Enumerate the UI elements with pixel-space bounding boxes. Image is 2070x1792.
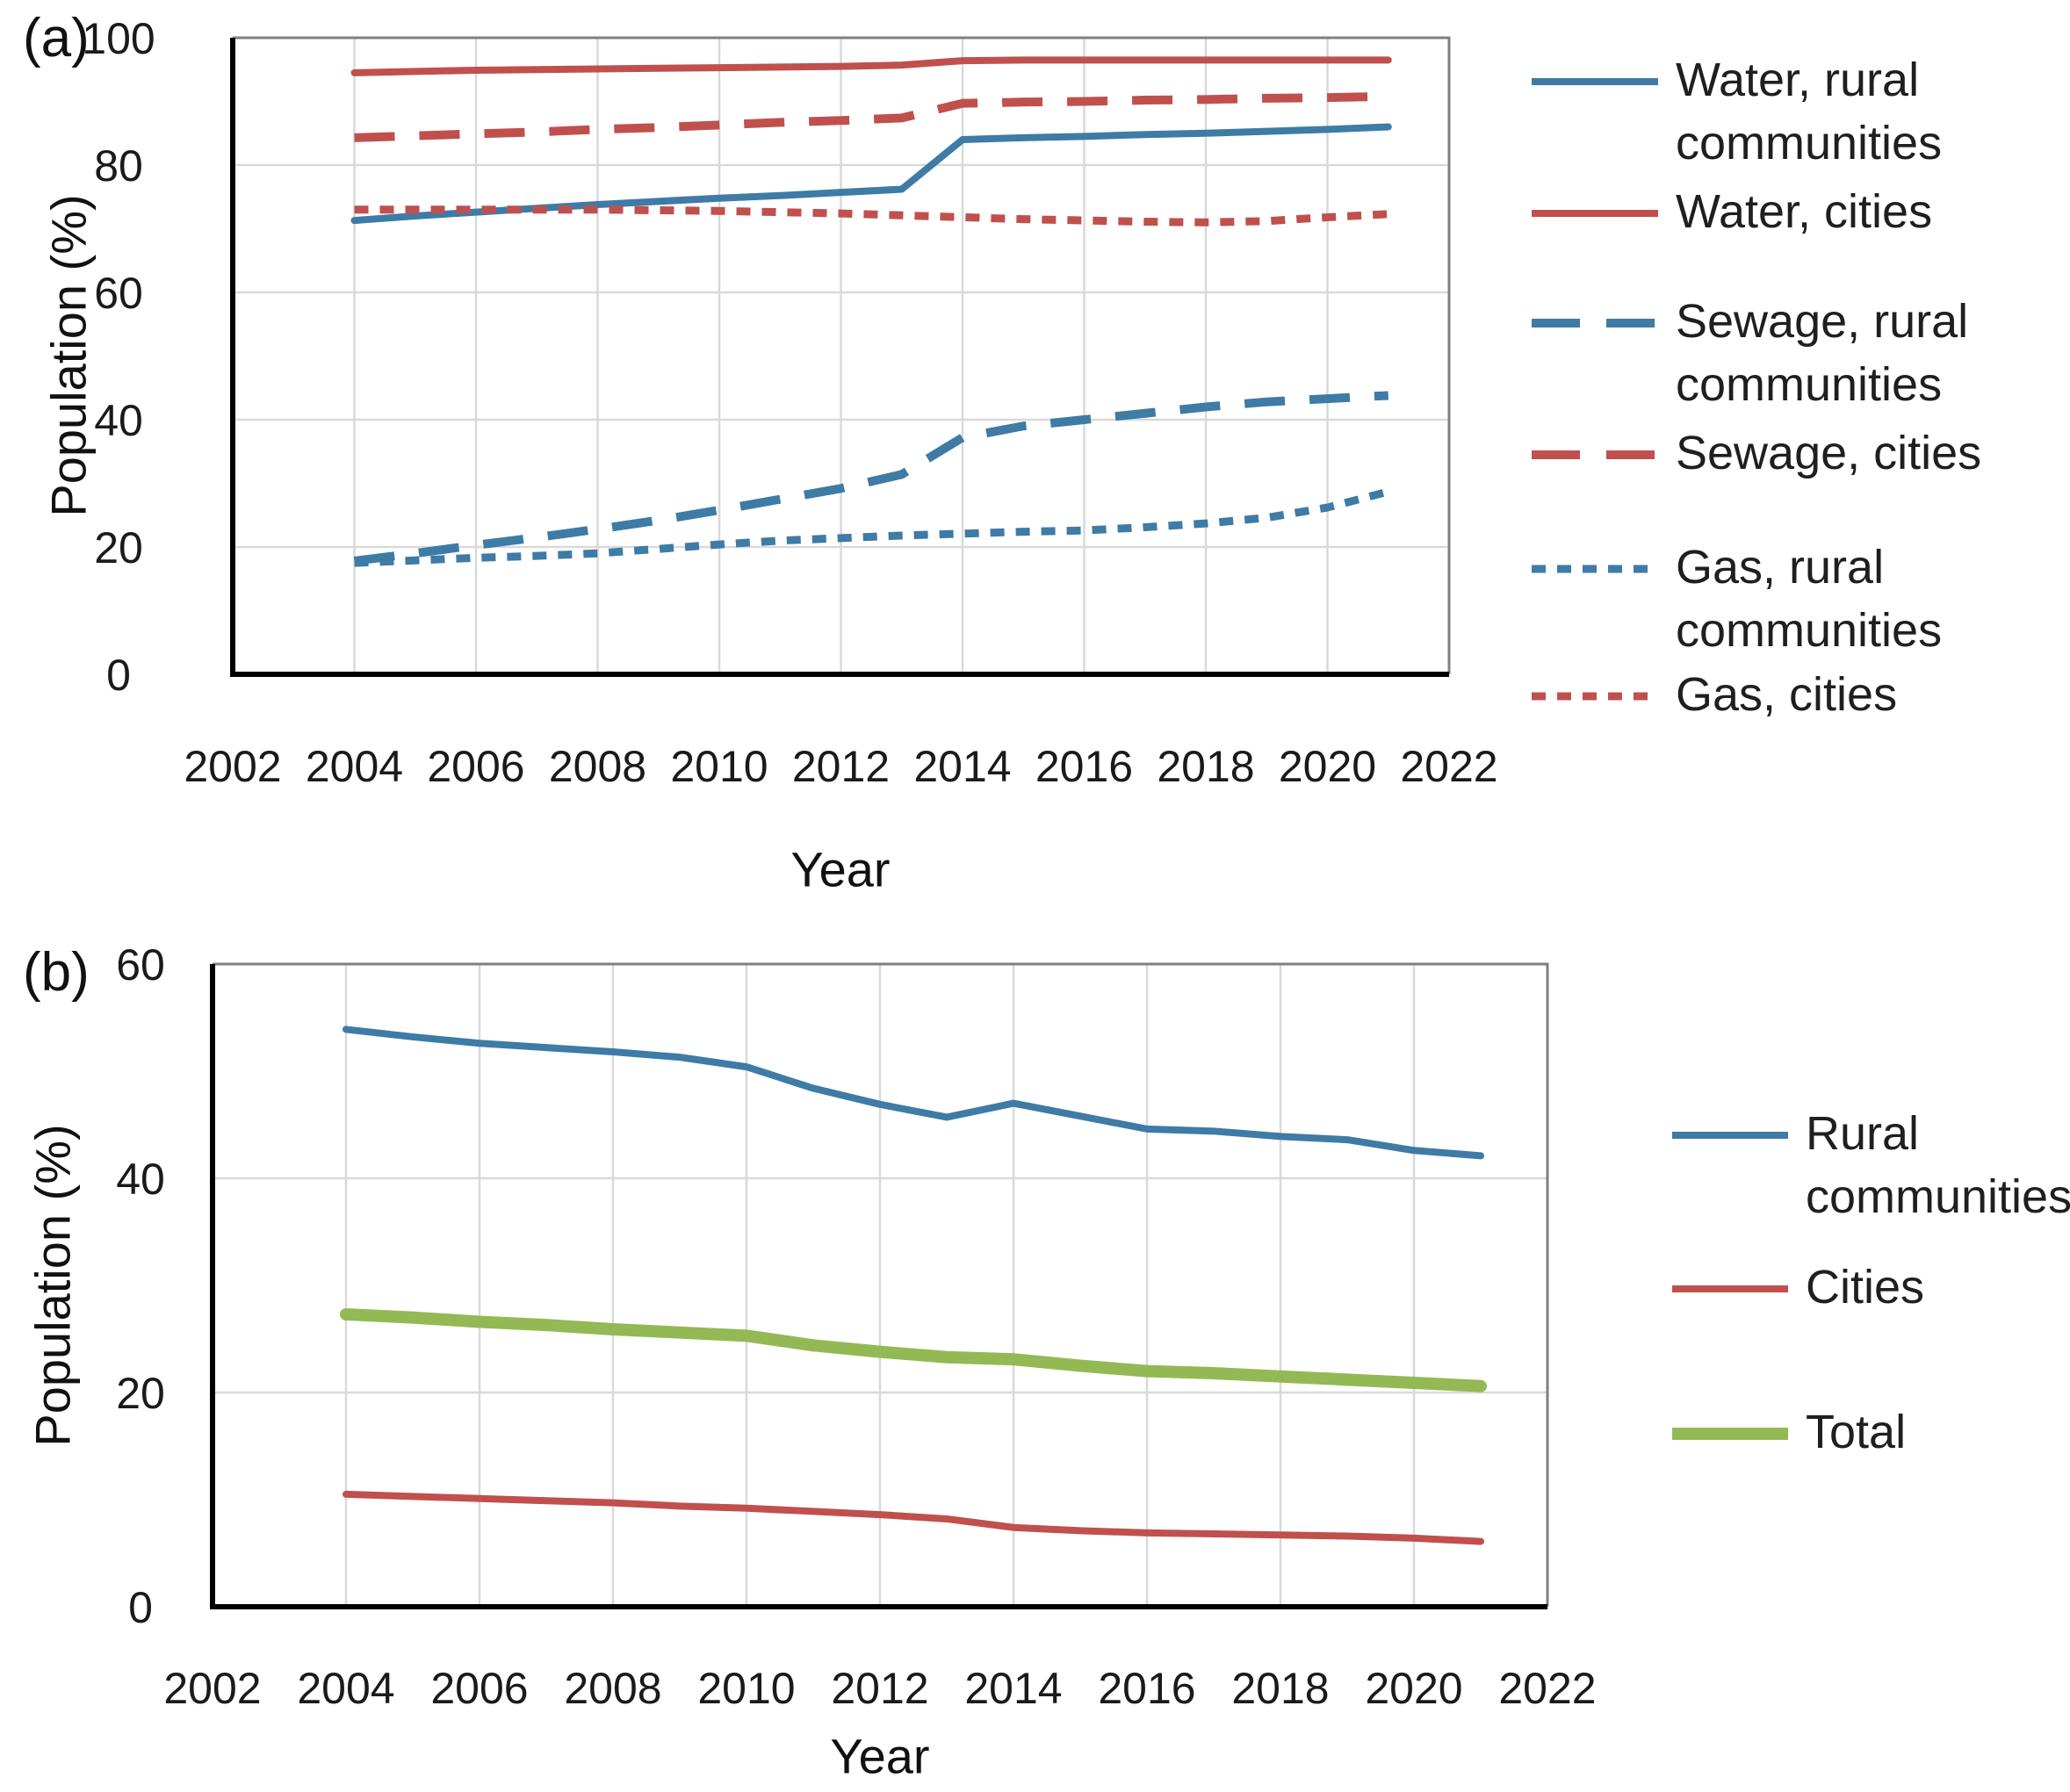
series-line-rural-communities [343,1026,1484,1160]
legend-item-sewage-rural: Sewage, rural communities [1530,290,1968,416]
line-swatch-icon [1532,450,1658,459]
x-tick-label: 2022 [1498,1664,1596,1713]
y-tick-label: 60 [116,940,165,990]
x-tick-label: 2018 [1157,742,1254,791]
series-line-water-cities [350,56,1392,76]
legend-item-sewage-cities: Sewage, cities [1530,421,1981,485]
legend-label: Sewage, cities [1676,427,1982,479]
panel-b-x-axis-title: Year [830,1728,930,1784]
series-line-cities [343,1490,1484,1545]
plot-border-axes [230,38,1449,677]
y-tick-label: 60 [94,269,143,318]
x-tick-label: 2006 [427,742,524,791]
panel-b-y-axis-title: Population (%) [25,1124,81,1447]
series-line-gas-rural-communities [354,487,1389,567]
x-tick-label: 2020 [1279,742,1376,791]
x-tick-label: 2022 [1400,742,1497,791]
legend-label: Sewage, rural communities [1676,295,1969,411]
legend-label: Total [1806,1406,1907,1458]
x-tick-label: 2016 [1035,742,1133,791]
legend-label: Gas, rural communities [1676,541,1943,657]
x-tick-label: 2006 [430,1664,528,1713]
series-line-total [340,1307,1487,1393]
legend-item-cities: Cities [1670,1256,1924,1319]
series-line-water-rural-communities [350,123,1392,225]
plot-border-axes [210,964,1547,1609]
y-tick-label: 40 [94,396,143,445]
y-tick-label: 20 [94,523,143,572]
legend-label: Rural communities [1806,1107,2070,1223]
panel-b-tag: (b) [23,942,90,1003]
line-swatch-icon [1672,1132,1788,1139]
y-tick-label: 0 [128,1583,153,1632]
legend-label: Gas, cities [1676,668,1898,721]
series-line-gas-cities [354,205,1388,227]
panel-a-y-axis-title: Population (%) [40,194,97,517]
panel-a-x-axis-title: Year [790,841,891,897]
x-tick-label: 2016 [1098,1664,1195,1713]
plot-border-top-right [213,962,1549,1607]
line-swatch-icon [1532,692,1658,701]
y-tick-label: 80 [94,141,143,191]
y-tick-label: 40 [116,1155,165,1204]
legend-item-gas-rural: Gas, rural communities [1530,536,1942,662]
line-swatch-icon [1672,1428,1788,1440]
y-tick-label: 20 [116,1369,165,1418]
legend-item-rural-communities: Rural communities [1670,1102,2070,1228]
x-tick-label: 2008 [564,1664,661,1713]
x-tick-label: 2014 [913,742,1011,791]
legend-label: Water, cities [1676,185,1933,238]
y-tick-label: 0 [106,651,131,700]
x-tick-label: 2002 [163,1664,261,1713]
x-tick-label: 2004 [306,742,403,791]
series-line-sewage-rural-communities [353,391,1389,565]
y-tick-label: 100 [82,14,155,63]
legend-item-gas-cities: Gas, cities [1530,663,1897,726]
x-tick-label: 2012 [831,1664,928,1713]
series-line-sewage-cities [354,91,1388,142]
x-tick-label: 2010 [670,742,768,791]
plot-border-top-right [233,36,1451,674]
x-tick-label: 2004 [297,1664,394,1713]
x-tick-label: 2018 [1231,1664,1329,1713]
x-tick-label: 2014 [964,1664,1062,1713]
x-tick-label: 2010 [697,1664,795,1713]
legend-item-water-rural: Water, rural communities [1530,48,1942,175]
x-tick-label: 2002 [184,742,281,791]
x-tick-label: 2008 [549,742,646,791]
x-tick-label: 2020 [1365,1664,1462,1713]
legend-item-water-cities: Water, cities [1530,180,1932,243]
legend-item-total: Total [1670,1400,1906,1464]
legend-label: Water, rural communities [1676,54,1943,169]
panel-a-tag: (a) [23,8,90,68]
line-swatch-icon [1532,319,1658,327]
line-swatch-icon [1532,565,1658,573]
line-swatch-icon [1672,1285,1788,1292]
line-swatch-icon [1532,78,1658,85]
legend-label: Cities [1806,1261,1925,1313]
x-tick-label: 2012 [792,742,890,791]
line-swatch-icon [1532,210,1658,217]
